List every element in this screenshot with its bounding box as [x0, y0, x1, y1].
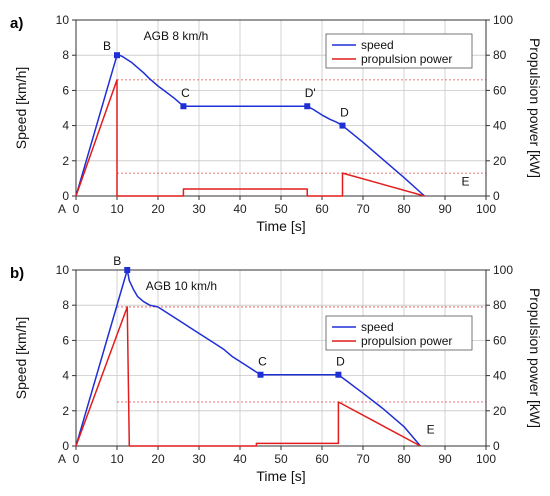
marker-D	[339, 122, 346, 129]
y-right-axis-title: Propulsion power [kW]	[527, 38, 543, 178]
y-right-tick-label: 60	[493, 83, 507, 97]
speed-line	[75, 269, 421, 447]
y-left-tick-label: 8	[62, 48, 69, 62]
panel-letter: a)	[10, 15, 23, 32]
y-left-tick-label: 0	[62, 439, 69, 453]
x-tick-label: 80	[397, 452, 411, 466]
marker-C	[257, 371, 264, 378]
x-tick-label: 90	[438, 202, 452, 216]
panel-letter: b)	[10, 265, 24, 282]
chart-panel-a: 0 10 20 30 40 50 60 70 80 90 100A02468100204060801…	[10, 13, 543, 234]
x-tick-label: 90	[438, 452, 452, 466]
x-tick-label: 50	[274, 452, 288, 466]
y-right-tick-label: 100	[493, 263, 513, 277]
marker-label-C: C	[258, 355, 267, 369]
x-tick-label: 40	[233, 452, 247, 466]
y-left-tick-label: 8	[62, 298, 69, 312]
y-right-tick-label: 40	[493, 119, 507, 133]
chart-panel-b: 0 10 20 30 40 50 60 70 80 90 100A02468100204060801…	[10, 254, 543, 484]
marker-label-B: B	[113, 254, 121, 268]
y-right-tick-label: 20	[493, 404, 507, 418]
legend-box	[325, 33, 473, 69]
y-left-tick-label: 10	[56, 13, 70, 27]
x-tick-label: 0	[73, 452, 80, 466]
marker-D'	[304, 103, 311, 110]
marker-C	[180, 103, 187, 110]
end-label-E: E	[461, 174, 469, 188]
legend-label-speed: speed	[361, 38, 394, 52]
x-tick-label: 60	[315, 202, 329, 216]
y-left-tick-label: 2	[62, 404, 69, 418]
marker-label-D': D'	[305, 86, 316, 100]
y-right-tick-label: 40	[493, 369, 507, 383]
y-left-tick-label: 4	[62, 369, 69, 383]
y-right-axis-title: Propulsion power [kW]	[527, 288, 543, 428]
legend-label-power: propulsion power	[361, 52, 452, 66]
chart-annotation: AGB 8 km/h	[144, 29, 209, 43]
y-left-tick-label: 0	[62, 189, 69, 203]
x-tick-label: 40	[233, 202, 247, 216]
y-right-tick-label: 80	[493, 48, 507, 62]
propulsion-power-line	[75, 79, 425, 197]
legend-label-power: propulsion power	[361, 334, 452, 348]
marker-label-B: B	[103, 39, 111, 53]
marker-B	[114, 52, 120, 59]
y-right-tick-label: 100	[493, 13, 513, 27]
legend-box	[325, 315, 473, 351]
x-tick-label: 100	[476, 452, 496, 466]
x-tick-label: 30	[192, 202, 206, 216]
x-tick-label: 50	[274, 202, 288, 216]
x-tick-label: 70	[356, 202, 370, 216]
y-left-tick-label: 4	[62, 119, 69, 133]
x-tick-label: 70	[356, 452, 370, 466]
legend-label-speed: speed	[361, 320, 394, 334]
x-axis-title: Time [s]	[256, 468, 305, 484]
y-left-tick-label: 10	[56, 263, 70, 277]
x-axis-title: Time [s]	[256, 218, 305, 234]
x-tick-label: 20	[151, 452, 165, 466]
x-tick-label: 100	[476, 202, 496, 216]
x-tick-label: 10	[110, 452, 124, 466]
chart-annotation: AGB 10 km/h	[146, 279, 217, 293]
marker-label-D: D	[340, 106, 349, 120]
x-tick-label: 30	[192, 452, 206, 466]
y-right-tick-label: 60	[493, 333, 507, 347]
y-left-axis-title: Speed [km/h]	[13, 317, 29, 400]
x-tick-label: 20	[151, 202, 165, 216]
y-left-tick-label: 2	[62, 154, 69, 168]
y-right-tick-label: 80	[493, 298, 507, 312]
marker-label-C: C	[181, 86, 190, 100]
x-tick-label: 0	[73, 202, 80, 216]
y-right-tick-label: 20	[493, 154, 507, 168]
marker-B	[124, 267, 131, 273]
grid	[76, 270, 486, 446]
y-left-tick-label: 6	[62, 333, 69, 347]
propulsion-power-line	[75, 306, 421, 447]
x-tick-label: 80	[397, 202, 411, 216]
x-tick-label: 60	[315, 452, 329, 466]
marker-label-D: D	[336, 355, 345, 369]
y-right-tick-label: 0	[493, 439, 500, 453]
x-origin-label: A	[58, 452, 66, 466]
y-left-tick-label: 6	[62, 83, 69, 97]
y-left-axis-title: Speed [km/h]	[13, 67, 29, 150]
y-right-tick-label: 0	[493, 189, 500, 203]
marker-D	[335, 371, 342, 378]
end-label-E: E	[427, 423, 435, 437]
x-tick-label: 10	[110, 202, 124, 216]
x-origin-label: A	[58, 202, 66, 216]
